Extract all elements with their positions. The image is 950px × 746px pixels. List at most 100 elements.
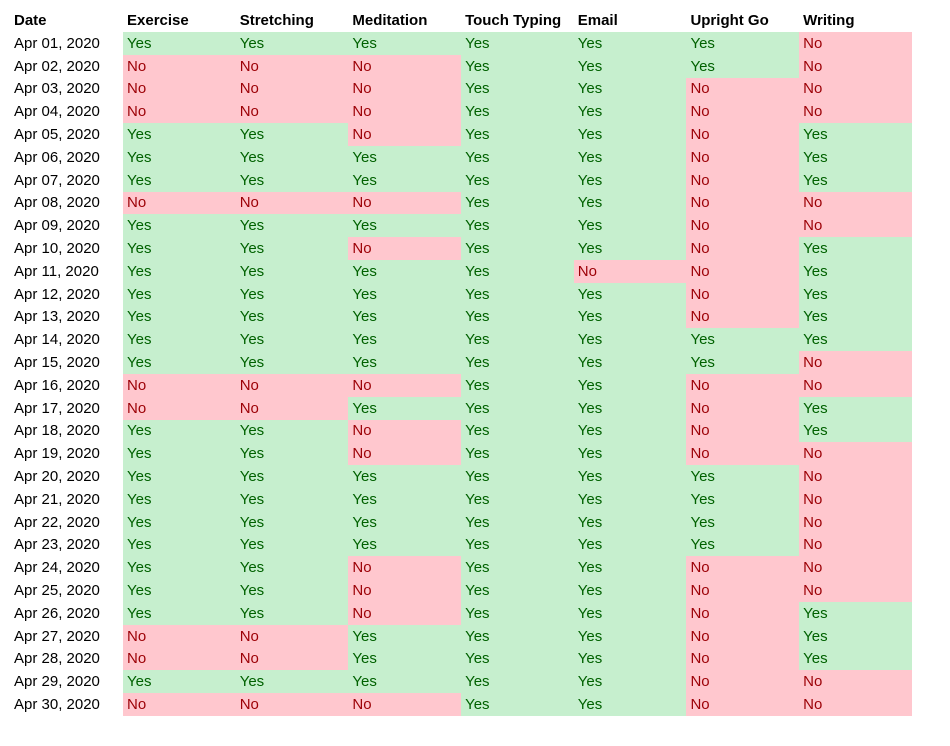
habit-status-cell[interactable]: Yes <box>573 328 687 352</box>
habit-status-cell[interactable]: No <box>686 624 800 648</box>
habit-status-cell[interactable]: Yes <box>348 351 462 374</box>
habit-status-cell[interactable]: Yes <box>686 351 800 374</box>
habit-status-cell[interactable]: Yes <box>686 54 800 78</box>
date-cell[interactable]: Apr 07, 2020 <box>10 168 123 192</box>
habit-status-cell[interactable]: No <box>799 693 912 716</box>
habit-status-cell[interactable]: Yes <box>686 487 800 511</box>
habit-status-cell[interactable]: Yes <box>573 32 687 55</box>
habit-status-cell[interactable]: Yes <box>123 168 236 192</box>
habit-status-cell[interactable]: Yes <box>461 54 574 78</box>
habit-status-cell[interactable]: Yes <box>799 647 912 671</box>
habit-status-cell[interactable]: No <box>686 601 800 625</box>
date-cell[interactable]: Apr 29, 2020 <box>10 670 123 694</box>
habit-status-cell[interactable]: No <box>235 624 349 648</box>
habit-status-cell[interactable]: Yes <box>573 351 687 374</box>
habit-status-cell[interactable]: Yes <box>799 396 912 420</box>
date-cell[interactable]: Apr 25, 2020 <box>10 579 123 602</box>
habit-status-cell[interactable]: Yes <box>235 214 349 238</box>
habit-status-cell[interactable]: Yes <box>348 145 462 169</box>
date-cell[interactable]: Apr 20, 2020 <box>10 465 123 488</box>
habit-status-cell[interactable]: Yes <box>235 123 349 146</box>
date-cell[interactable]: Apr 13, 2020 <box>10 305 123 329</box>
habit-status-cell[interactable]: Yes <box>123 601 236 625</box>
habit-status-cell[interactable]: Yes <box>799 259 912 283</box>
habit-status-cell[interactable]: Yes <box>573 305 687 329</box>
habit-status-cell[interactable]: No <box>235 396 349 420</box>
habit-status-cell[interactable]: Yes <box>686 510 800 534</box>
habit-status-cell[interactable]: Yes <box>573 373 687 397</box>
habit-status-cell[interactable]: Yes <box>348 465 462 488</box>
habit-status-cell[interactable]: No <box>686 579 800 602</box>
habit-status-cell[interactable]: Yes <box>461 328 574 352</box>
habit-status-cell[interactable]: No <box>686 693 800 716</box>
column-header-writing[interactable]: Writing <box>803 12 855 29</box>
habit-status-cell[interactable]: Yes <box>235 465 349 488</box>
habit-status-cell[interactable]: Yes <box>461 579 574 602</box>
habit-status-cell[interactable]: No <box>799 442 912 466</box>
habit-status-cell[interactable]: Yes <box>123 305 236 329</box>
habit-status-cell[interactable]: Yes <box>573 282 687 306</box>
habit-status-cell[interactable]: Yes <box>461 442 574 466</box>
habit-status-cell[interactable]: No <box>123 54 236 78</box>
habit-status-cell[interactable]: No <box>686 442 800 466</box>
date-cell[interactable]: Apr 19, 2020 <box>10 442 123 466</box>
habit-status-cell[interactable]: No <box>348 419 462 443</box>
habit-status-cell[interactable]: No <box>686 100 800 124</box>
habit-status-cell[interactable]: Yes <box>348 670 462 694</box>
habit-status-cell[interactable]: Yes <box>348 533 462 557</box>
habit-status-cell[interactable]: Yes <box>235 419 349 443</box>
habit-status-cell[interactable]: Yes <box>123 282 236 306</box>
habit-status-cell[interactable]: Yes <box>235 237 349 260</box>
habit-status-cell[interactable]: Yes <box>123 533 236 557</box>
habit-status-cell[interactable]: No <box>348 556 462 580</box>
habit-status-cell[interactable]: Yes <box>799 624 912 648</box>
habit-status-cell[interactable]: Yes <box>235 533 349 557</box>
habit-status-cell[interactable]: No <box>799 100 912 124</box>
date-cell[interactable]: Apr 26, 2020 <box>10 601 123 625</box>
habit-status-cell[interactable]: Yes <box>123 510 236 534</box>
date-cell[interactable]: Apr 03, 2020 <box>10 77 123 101</box>
habit-status-cell[interactable]: Yes <box>573 123 687 146</box>
habit-status-cell[interactable]: Yes <box>799 601 912 625</box>
habit-status-cell[interactable]: Yes <box>461 419 574 443</box>
date-cell[interactable]: Apr 21, 2020 <box>10 487 123 511</box>
habit-status-cell[interactable]: No <box>235 100 349 124</box>
habit-status-cell[interactable]: No <box>799 54 912 78</box>
habit-status-cell[interactable]: No <box>123 100 236 124</box>
habit-status-cell[interactable]: No <box>686 191 800 215</box>
habit-status-cell[interactable]: Yes <box>123 123 236 146</box>
habit-status-cell[interactable]: Yes <box>573 54 687 78</box>
habit-status-cell[interactable]: Yes <box>123 259 236 283</box>
habit-status-cell[interactable]: No <box>799 533 912 557</box>
habit-status-cell[interactable]: Yes <box>461 670 574 694</box>
habit-status-cell[interactable]: Yes <box>461 259 574 283</box>
habit-status-cell[interactable]: Yes <box>123 237 236 260</box>
date-cell[interactable]: Apr 04, 2020 <box>10 100 123 124</box>
habit-status-cell[interactable]: Yes <box>686 533 800 557</box>
habit-status-cell[interactable]: Yes <box>573 465 687 488</box>
habit-status-cell[interactable]: Yes <box>123 442 236 466</box>
habit-status-cell[interactable]: No <box>348 123 462 146</box>
date-cell[interactable]: Apr 27, 2020 <box>10 624 123 648</box>
habit-status-cell[interactable]: Yes <box>573 601 687 625</box>
habit-status-cell[interactable]: No <box>686 145 800 169</box>
habit-status-cell[interactable]: Yes <box>461 533 574 557</box>
column-header-touch-typing[interactable]: Touch Typing <box>465 12 562 29</box>
habit-status-cell[interactable]: Yes <box>573 419 687 443</box>
habit-status-cell[interactable]: Yes <box>573 487 687 511</box>
date-cell[interactable]: Apr 16, 2020 <box>10 373 123 397</box>
habit-status-cell[interactable]: Yes <box>799 168 912 192</box>
habit-status-cell[interactable]: No <box>348 442 462 466</box>
habit-status-cell[interactable]: No <box>686 396 800 420</box>
habit-status-cell[interactable]: No <box>235 54 349 78</box>
habit-status-cell[interactable]: No <box>348 579 462 602</box>
date-cell[interactable]: Apr 10, 2020 <box>10 237 123 260</box>
habit-status-cell[interactable]: Yes <box>235 442 349 466</box>
date-cell[interactable]: Apr 02, 2020 <box>10 54 123 78</box>
date-cell[interactable]: Apr 15, 2020 <box>10 351 123 374</box>
habit-status-cell[interactable]: Yes <box>348 510 462 534</box>
habit-status-cell[interactable]: No <box>799 465 912 488</box>
habit-status-cell[interactable]: Yes <box>461 396 574 420</box>
habit-status-cell[interactable]: No <box>123 624 236 648</box>
habit-status-cell[interactable]: Yes <box>573 647 687 671</box>
